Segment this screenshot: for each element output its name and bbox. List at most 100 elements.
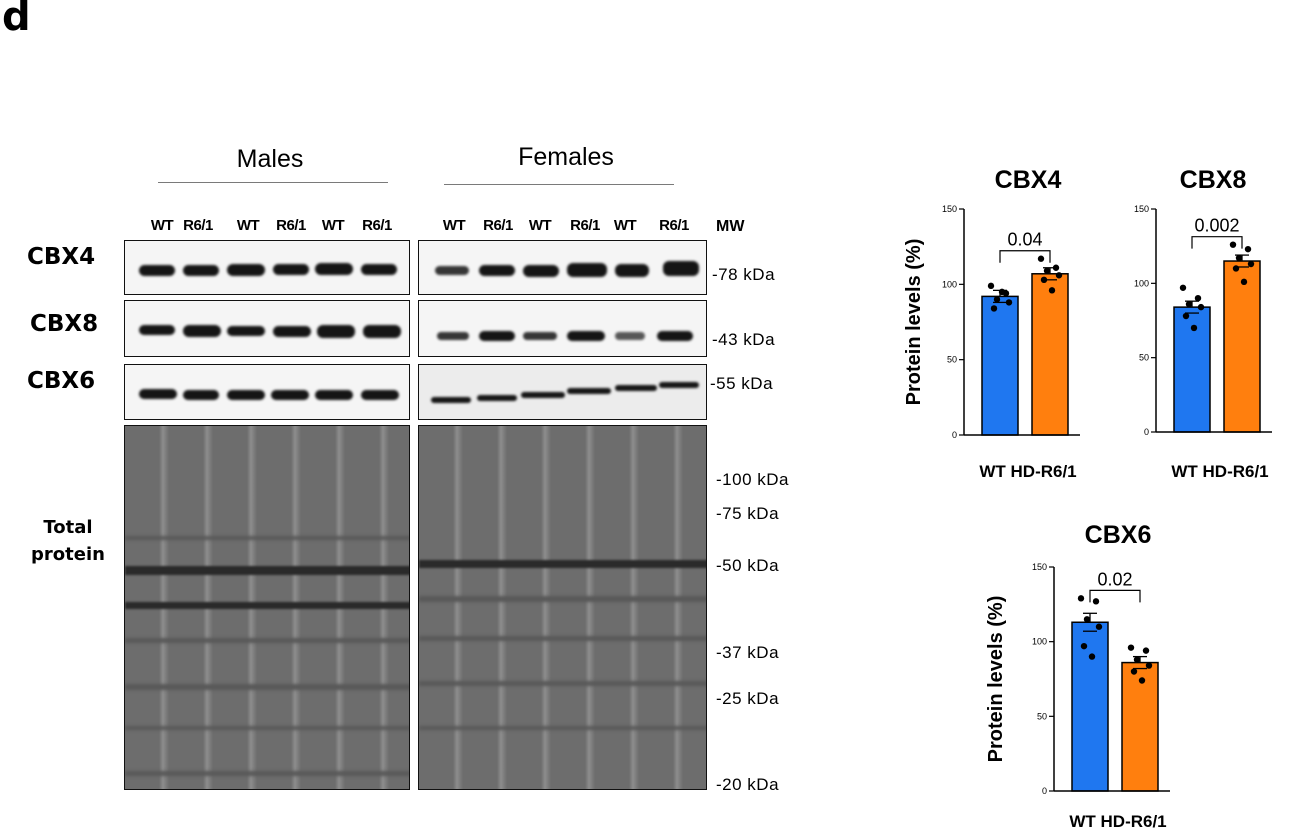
x-axis-label: WT HD-R6/1 — [979, 462, 1076, 481]
data-point — [1055, 272, 1063, 279]
mw-75: -75 kDa — [716, 504, 780, 523]
mw-37: -37 kDa — [716, 643, 780, 662]
lane-label: WT — [236, 217, 260, 234]
data-point — [993, 296, 1001, 303]
mw-20: -20 kDa — [716, 775, 780, 794]
cbx8-label: CBX8 — [30, 311, 99, 337]
y-axis-label: Protein levels (%) — [903, 239, 925, 406]
bar-hd-r6-1 — [1031, 273, 1069, 436]
mw-cbx8: -43 kDa — [712, 330, 776, 349]
lane-label: R6/1 — [183, 217, 213, 234]
cbx6-label: CBX6 — [27, 368, 96, 394]
cbx4-blot-males — [124, 240, 410, 295]
data-point — [1088, 653, 1096, 660]
lane-label: WT — [442, 217, 466, 234]
data-point — [1127, 644, 1135, 651]
data-point — [1190, 324, 1198, 332]
data-point — [1197, 303, 1205, 311]
chart-title: CBX8 — [1180, 166, 1247, 194]
data-point — [1037, 255, 1045, 262]
total-protein-line2: protein — [31, 544, 105, 565]
cbx6-bar-chart: CBX6 0 50 100 150 Protein levels (%) 0.02 WT HD… — [985, 521, 1170, 830]
males-underline — [158, 182, 388, 183]
data-point — [1077, 595, 1085, 602]
mw-50: -50 kDa — [716, 556, 780, 575]
lane-label: R6/1 — [276, 217, 306, 234]
panel-letter: d — [2, 0, 31, 40]
y-tick-label: 50 — [1139, 353, 1149, 363]
data-point — [1247, 260, 1255, 268]
y-tick-label: 50 — [947, 355, 957, 365]
lane-label: R6/1 — [483, 217, 513, 234]
data-point — [1040, 276, 1048, 284]
significance-bracket — [1089, 589, 1141, 603]
x-axis-label: WT HD-R6/1 — [1171, 462, 1268, 481]
lane-label: R6/1 — [362, 217, 392, 234]
data-point — [1130, 668, 1138, 675]
p-value: 0.04 — [1007, 230, 1042, 250]
p-value: 0.002 — [1194, 216, 1239, 236]
y-tick-label: 150 — [1032, 562, 1047, 572]
cbx4-bar-chart: CBX4 0 50 100 150 Protein levels (%) 0.04 WT HD… — [903, 166, 1080, 481]
data-point — [1043, 267, 1051, 274]
mw-cbx4: -78 kDa — [712, 265, 776, 284]
mw-cbx6: -55 kDa — [710, 374, 774, 393]
bar-wt — [1071, 621, 1109, 792]
lane-label: WT — [528, 217, 552, 234]
lane-label: WT — [613, 217, 637, 234]
mw-25: -25 kDa — [716, 689, 780, 708]
y-tick-label: 100 — [942, 279, 957, 289]
significance-bracket — [1191, 236, 1243, 249]
bar-hd-r6-1 — [1223, 260, 1261, 433]
total-protein-line1: Total — [43, 517, 93, 538]
total-protein-blot-females — [418, 425, 707, 790]
cbx4-label: CBX4 — [27, 244, 96, 270]
data-point — [1080, 642, 1088, 650]
data-point — [1194, 295, 1202, 302]
data-point — [1092, 598, 1100, 605]
y-tick-label: 0 — [952, 430, 957, 440]
data-point — [1232, 265, 1240, 272]
mw-100: -100 kDa — [716, 470, 789, 489]
x-axis-label: WT HD-R6/1 — [1069, 812, 1166, 830]
data-point — [1179, 284, 1187, 291]
cbx6-blot-females — [418, 364, 707, 420]
data-point — [1083, 616, 1091, 623]
bar-wt — [981, 295, 1019, 436]
lane-label: WT — [150, 217, 174, 234]
mw-header: MW — [716, 218, 745, 235]
data-point — [1095, 623, 1103, 630]
data-point — [998, 288, 1006, 296]
data-point — [1138, 677, 1146, 684]
females-label: Females — [518, 143, 614, 171]
data-point — [1145, 662, 1153, 669]
data-point — [1133, 656, 1141, 663]
cbx6-blot-males — [124, 364, 410, 420]
cbx8-bar-chart: CBX8 0 50 100 150 0.002 WT HD-R6/1 — [1134, 166, 1272, 481]
y-tick-label: 150 — [1134, 204, 1149, 214]
y-tick-label: 150 — [942, 204, 957, 214]
total-protein-blot-males — [124, 425, 410, 790]
significance-bracket — [999, 250, 1051, 263]
cbx8-blot-males — [124, 300, 410, 357]
data-point — [1229, 241, 1237, 248]
data-point — [987, 282, 995, 290]
y-tick-label: 0 — [1144, 427, 1149, 437]
p-value: 0.02 — [1097, 569, 1132, 589]
data-point — [1048, 287, 1056, 294]
y-tick-label: 50 — [1037, 711, 1047, 721]
data-point — [1052, 264, 1060, 271]
chart-title: CBX4 — [995, 166, 1062, 194]
y-axis-label: Protein levels (%) — [985, 596, 1007, 763]
chart-title: CBX6 — [1085, 521, 1152, 549]
y-tick-label: 100 — [1032, 637, 1047, 647]
data-point — [1185, 300, 1193, 308]
cbx8-blot-females — [418, 300, 707, 357]
lane-label: WT — [321, 217, 345, 234]
data-point — [1235, 254, 1243, 262]
data-point — [990, 305, 998, 312]
data-point — [1244, 245, 1252, 253]
y-tick-label: 0 — [1042, 786, 1047, 796]
total-protein-label: Total protein — [18, 514, 118, 568]
males-label: Males — [236, 145, 304, 173]
